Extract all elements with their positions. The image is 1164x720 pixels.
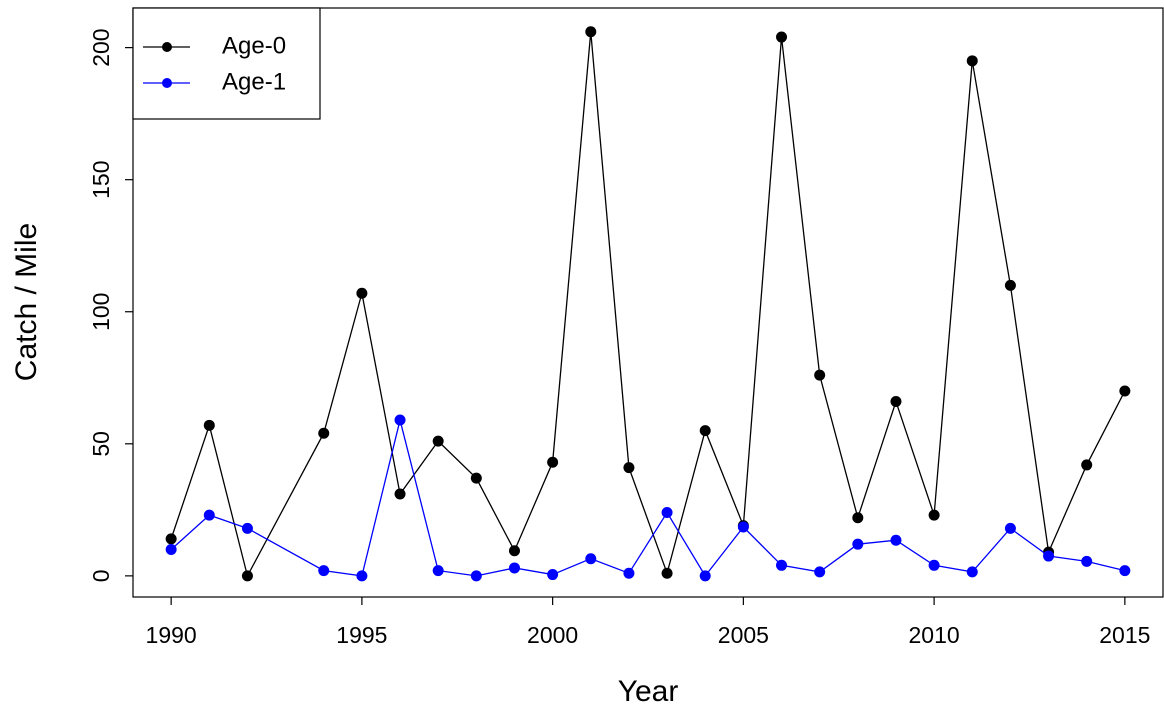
data-point xyxy=(814,369,826,381)
data-point xyxy=(432,565,444,577)
data-point xyxy=(776,31,788,43)
data-point xyxy=(737,521,749,533)
x-tick-label: 1995 xyxy=(336,622,387,648)
data-point xyxy=(890,534,902,546)
data-point xyxy=(241,570,253,582)
data-point xyxy=(165,533,177,545)
data-point xyxy=(966,566,978,578)
legend-label: Age-0 xyxy=(222,32,286,59)
x-axis-title: Year xyxy=(618,675,679,708)
data-point xyxy=(470,472,482,484)
data-point xyxy=(241,522,253,534)
data-point xyxy=(585,26,597,38)
legend-label: Age-1 xyxy=(222,68,286,95)
data-point xyxy=(699,425,711,437)
x-tick-label: 2005 xyxy=(718,622,769,648)
data-point xyxy=(890,396,902,408)
data-point xyxy=(1004,522,1016,534)
data-point xyxy=(547,456,559,468)
data-point xyxy=(699,570,711,582)
y-tick-label: 200 xyxy=(88,28,114,66)
x-tick-label: 1990 xyxy=(146,622,197,648)
y-tick-label: 0 xyxy=(88,569,114,582)
data-point xyxy=(432,435,444,447)
data-point xyxy=(852,538,864,550)
data-point xyxy=(318,565,330,577)
data-point xyxy=(776,559,788,571)
y-tick-label: 100 xyxy=(88,293,114,331)
data-point xyxy=(318,427,330,439)
data-point xyxy=(1081,459,1093,471)
data-point xyxy=(508,545,520,557)
data-point xyxy=(623,567,635,579)
plot-frame xyxy=(132,7,1164,598)
data-point xyxy=(470,570,482,582)
data-point xyxy=(661,506,673,518)
y-tick-label: 50 xyxy=(88,431,114,457)
data-point xyxy=(508,562,520,574)
data-point xyxy=(203,509,215,521)
data-point xyxy=(852,512,864,524)
data-point xyxy=(547,569,559,581)
series-line xyxy=(170,419,1126,578)
x-tick-label: 2015 xyxy=(1099,622,1150,648)
data-point xyxy=(356,287,368,299)
data-point xyxy=(165,543,177,555)
data-point xyxy=(1004,279,1016,291)
legend-dot xyxy=(162,78,172,88)
data-point xyxy=(356,570,368,582)
x-tick-label: 2010 xyxy=(909,622,960,648)
y-tick-label: 150 xyxy=(88,160,114,198)
data-point xyxy=(1081,555,1093,567)
data-point xyxy=(1119,385,1131,397)
data-point xyxy=(814,566,826,578)
data-point xyxy=(1119,565,1131,577)
data-point xyxy=(623,462,635,474)
x-tick-label: 2000 xyxy=(527,622,578,648)
data-point xyxy=(394,488,406,500)
data-point xyxy=(1043,550,1055,562)
data-point xyxy=(661,567,673,579)
data-point xyxy=(203,419,215,431)
y-axis-title: Catch / Mile xyxy=(10,223,43,381)
legend-dot xyxy=(162,42,172,52)
legend-box xyxy=(132,7,321,120)
data-point xyxy=(928,559,940,571)
data-point xyxy=(966,55,978,67)
data-point xyxy=(394,414,406,426)
data-point xyxy=(585,553,597,565)
data-point xyxy=(928,509,940,521)
